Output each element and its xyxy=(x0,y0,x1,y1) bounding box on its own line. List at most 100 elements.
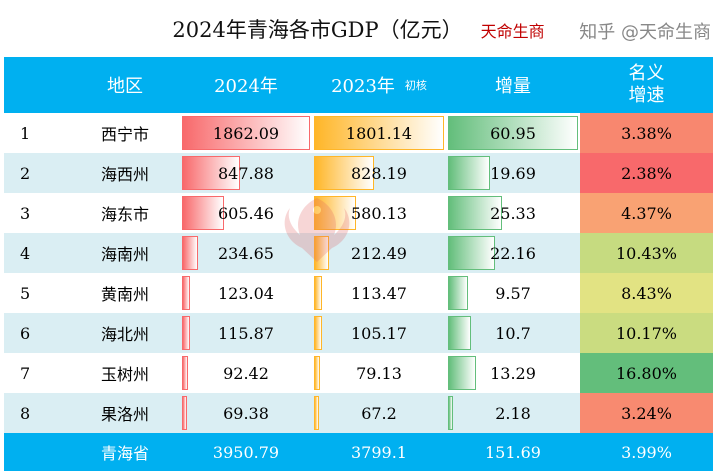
increment-cell: 10.7 xyxy=(446,313,580,353)
y2023-value: 79.13 xyxy=(356,363,402,383)
region-cell: 玉树州 xyxy=(70,353,180,393)
y2024-cell: 605.46 xyxy=(180,193,312,233)
y2024-bar xyxy=(182,276,191,310)
y2024-cell: 69.38 xyxy=(180,393,312,433)
header-2024: 2024年 xyxy=(214,76,278,97)
y2024-bar xyxy=(182,156,241,190)
increment-bar xyxy=(448,316,471,350)
y2023-value: 1801.14 xyxy=(345,123,413,143)
y2023-value: 212.49 xyxy=(351,243,407,263)
y2024-cell: 115.87 xyxy=(180,313,312,353)
table-row: 2 海西州 847.88 828.19 19.69 2.38% xyxy=(4,153,713,193)
y2024-cell: 234.65 xyxy=(180,233,312,273)
rank-cell: 8 xyxy=(4,393,70,433)
region-cell: 西宁市 xyxy=(70,113,180,153)
total-2023: 3799.1 xyxy=(351,442,407,462)
rank: 5 xyxy=(20,283,31,303)
region: 海南州 xyxy=(100,245,149,264)
y2024-cell: 123.04 xyxy=(180,273,312,313)
rate-value: 16.80% xyxy=(615,363,677,383)
header-rate-line2: 增速 xyxy=(628,85,665,106)
table-row: 4 海南州 234.65 212.49 22.16 10.43% xyxy=(4,233,713,273)
y2023-value: 828.19 xyxy=(351,163,407,183)
region: 黄南州 xyxy=(100,285,149,304)
rate-value: 3.38% xyxy=(621,123,672,143)
rate-cell: 3.38% xyxy=(580,113,713,153)
y2024-value: 605.46 xyxy=(218,203,274,223)
increment-bar xyxy=(448,196,503,230)
y2023-bar xyxy=(314,196,356,230)
y2024-value: 123.04 xyxy=(218,283,274,303)
y2024-cell: 847.88 xyxy=(180,153,312,193)
y2024-value: 115.87 xyxy=(218,323,274,343)
rate-value: 10.43% xyxy=(615,243,677,263)
increment-bar xyxy=(448,276,469,310)
y2023-value: 580.13 xyxy=(351,203,407,223)
region: 果洛州 xyxy=(100,405,149,424)
rate-cell: 3.24% xyxy=(580,393,713,433)
rank-cell: 3 xyxy=(4,193,70,233)
rank: 7 xyxy=(20,363,31,383)
rank: 2 xyxy=(20,163,31,183)
rate-value: 8.43% xyxy=(621,283,672,303)
increment-bar xyxy=(448,156,490,190)
table-row: 8 果洛州 69.38 67.2 2.18 3.24% xyxy=(4,393,713,433)
y2024-bar xyxy=(182,196,224,230)
header-rank xyxy=(4,57,70,113)
rank-cell: 4 xyxy=(4,233,70,273)
increment-bar xyxy=(448,396,453,430)
y2024-value: 92.42 xyxy=(223,363,269,383)
increment-value: 10.7 xyxy=(495,323,531,343)
table-body: 1 西宁市 1862.09 1801.14 60.95 3.38% 2 海西州 847.88… xyxy=(4,113,713,433)
rate-cell: 10.43% xyxy=(580,233,713,273)
rank-cell: 5 xyxy=(4,273,70,313)
rank-cell: 1 xyxy=(4,113,70,153)
increment-value: 13.29 xyxy=(490,363,536,383)
y2024-value: 234.65 xyxy=(218,243,274,263)
y2023-bar xyxy=(314,356,320,390)
increment-value: 25.33 xyxy=(490,203,536,223)
y2023-value: 113.47 xyxy=(351,283,407,303)
rank-cell: 7 xyxy=(4,353,70,393)
y2024-bar xyxy=(182,396,187,430)
total-rank xyxy=(4,433,70,471)
increment-cell: 2.18 xyxy=(446,393,580,433)
y2023-bar xyxy=(314,396,319,430)
y2024-bar xyxy=(182,236,199,270)
rate-cell: 2.38% xyxy=(580,153,713,193)
y2024-cell: 92.42 xyxy=(180,353,312,393)
region-cell: 海南州 xyxy=(70,233,180,273)
region-cell: 海西州 xyxy=(70,153,180,193)
y2024-bar xyxy=(182,356,189,390)
y2023-bar xyxy=(314,276,323,310)
rank: 6 xyxy=(20,323,31,343)
total-region: 青海省 xyxy=(100,444,149,463)
increment-value: 9.57 xyxy=(495,283,531,303)
chart-title: 2024年青海各市GDP（亿元） 天命生商 xyxy=(0,14,717,44)
region-cell: 海东市 xyxy=(70,193,180,233)
region: 海西州 xyxy=(100,165,149,184)
rate-cell: 8.43% xyxy=(580,273,713,313)
header-row: 地区 2024年 2023年 初核 增量 名义 增速 xyxy=(4,57,713,113)
header-2023-label: 2023年 xyxy=(331,76,395,97)
y2023-bar xyxy=(314,316,322,350)
total-row: 青海省 3950.79 3799.1 151.69 3.99% xyxy=(4,433,713,471)
total-rate: 3.99% xyxy=(621,442,672,462)
increment-cell: 9.57 xyxy=(446,273,580,313)
y2024-bar xyxy=(182,116,310,150)
header-region: 地区 xyxy=(107,76,143,97)
increment-value: 19.69 xyxy=(490,163,536,183)
region: 海北州 xyxy=(100,325,149,344)
zhihu-watermark: 知乎 @天命生商 xyxy=(579,22,711,43)
y2024-bar xyxy=(182,316,190,350)
increment-bar xyxy=(448,356,477,390)
rank: 8 xyxy=(20,403,31,423)
y2023-cell: 212.49 xyxy=(312,233,446,273)
total-increment: 151.69 xyxy=(485,442,541,462)
increment-cell: 19.69 xyxy=(446,153,580,193)
rate-cell: 4.37% xyxy=(580,193,713,233)
gdp-table: 地区 2024年 2023年 初核 增量 名义 增速 1 西宁市 1862.09 180… xyxy=(4,57,713,471)
brand-label: 天命生商 xyxy=(480,22,545,41)
y2023-value: 67.2 xyxy=(361,403,397,423)
